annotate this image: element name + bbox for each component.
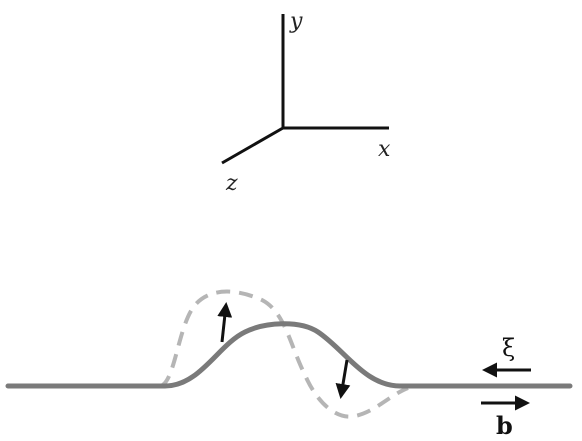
displaced-line-dashed bbox=[160, 292, 408, 417]
y-axis-label: y bbox=[289, 9, 303, 34]
coordinate-axes: y x z bbox=[222, 9, 391, 196]
dislocation-line-solid bbox=[8, 324, 570, 386]
down-arrow bbox=[341, 360, 347, 396]
b-label: b bbox=[496, 411, 513, 440]
x-axis-label: x bbox=[378, 137, 391, 162]
burgers-vector: b bbox=[481, 403, 527, 440]
z-axis bbox=[222, 128, 283, 163]
up-arrow bbox=[222, 305, 226, 342]
xi-label: ξ bbox=[502, 334, 515, 362]
z-axis-label: z bbox=[225, 171, 238, 196]
xi-vector: ξ bbox=[485, 334, 531, 370]
